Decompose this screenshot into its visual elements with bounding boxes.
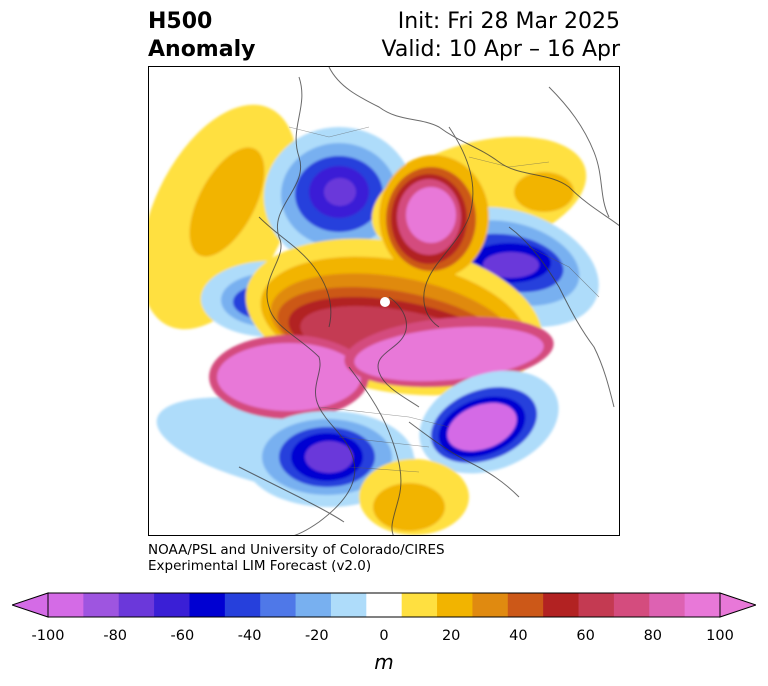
- colorbar-tick-label: -20: [304, 628, 329, 644]
- colorbar-tick-label: 40: [509, 628, 528, 644]
- colorbar-cell: [649, 593, 686, 617]
- init-date: Init: Fri 28 Mar 2025: [397, 9, 620, 34]
- colorbar: [12, 592, 756, 618]
- colorbar-unit: m: [374, 650, 394, 674]
- colorbar-cell: [118, 593, 155, 617]
- colorbar-outline: [47, 592, 721, 618]
- colorbar-cell: [260, 593, 297, 617]
- colorbar-tick-label: -60: [170, 628, 195, 644]
- colorbar-tick-label: -40: [237, 628, 262, 644]
- coastlines: [238, 67, 619, 535]
- colorbar-cell: [83, 593, 120, 617]
- anomaly-map-canvas: [149, 67, 619, 535]
- map-title-line1: H500: [148, 9, 213, 34]
- valid-dates: Valid: 10 Apr – 16 Apr: [381, 37, 621, 62]
- atlantic-trough: [419, 370, 559, 474]
- colorbar-tick-label: -100: [31, 628, 65, 644]
- colorbar-cell: [437, 593, 473, 617]
- central-ridge-core: [209, 316, 554, 419]
- colorbar-cell: [507, 593, 544, 617]
- colorbar-cell: [295, 593, 332, 617]
- map-title-line2: Anomaly: [148, 37, 256, 62]
- colorbar-cells: [48, 593, 721, 617]
- colorbar-tick-label: 60: [576, 628, 595, 644]
- colorbar-cell: [543, 593, 580, 617]
- colorbar-tick-label: -80: [103, 628, 128, 644]
- colorbar-cell: [684, 593, 721, 617]
- colorbar-cell: [578, 593, 615, 617]
- colorbar-tick-label: 0: [379, 628, 389, 644]
- colorbar-cell: [472, 593, 509, 617]
- colorbar-tick-label: 100: [706, 628, 734, 644]
- credits-line1: NOAA/PSL and University of Colorado/CIRE…: [148, 542, 445, 558]
- colorbar-cell: [48, 593, 84, 617]
- forecast-dates: Init: Fri 28 Mar 2025 Valid: 10 Apr – 16…: [382, 8, 621, 64]
- southeast-ridge: [359, 459, 469, 535]
- colorbar-cell: [224, 593, 261, 617]
- colorbar-cell: [330, 593, 367, 617]
- arctic-ridge: [379, 155, 489, 279]
- credits: NOAA/PSL and University of Colorado/CIRE…: [148, 542, 445, 574]
- north-pole-marker: [380, 297, 390, 307]
- colorbar-under-arrow: [12, 592, 49, 618]
- colorbar-over-arrow: [719, 592, 756, 618]
- colorbar-cell: [613, 593, 650, 617]
- anomaly-map: [148, 66, 620, 536]
- colorbar-cell: [189, 593, 226, 617]
- colorbar-cell: [366, 593, 403, 617]
- political-borders: [288, 126, 600, 473]
- anomaly-fields: [149, 104, 599, 535]
- colorbar-tick-label: 20: [441, 628, 461, 644]
- colorbar-cell: [401, 593, 438, 617]
- colorbar-cell: [154, 593, 190, 617]
- colorbar-tick-label: 80: [643, 628, 663, 644]
- map-title: H500 Anomaly: [148, 8, 255, 64]
- credits-line2: Experimental LIM Forecast (v2.0): [148, 558, 372, 574]
